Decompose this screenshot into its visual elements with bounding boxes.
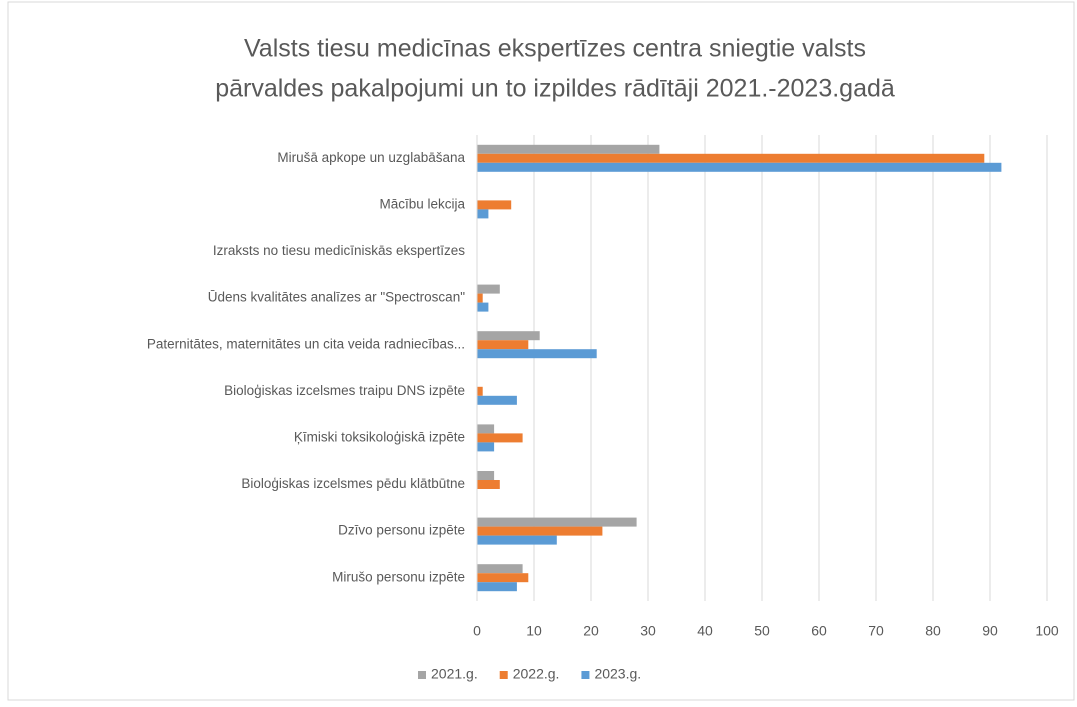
bar	[477, 386, 483, 396]
bar	[477, 200, 512, 210]
bar	[477, 471, 495, 480]
legend-label: 2021.g.	[431, 666, 478, 682]
bar	[477, 582, 517, 592]
bar	[477, 526, 603, 536]
bar	[477, 480, 500, 489]
legend-label: 2022.g.	[513, 666, 560, 682]
bar	[477, 573, 529, 583]
chart-title: pārvaldes pakalpojumi un to izpildes rād…	[215, 75, 895, 103]
bar	[477, 564, 523, 574]
bar	[477, 535, 557, 545]
x-tick-label: 60	[811, 623, 827, 639]
x-tick-label: 90	[982, 623, 998, 639]
x-tick-label: 70	[868, 623, 884, 639]
y-tick-label: Paternitātes, maternitātes un cita veida…	[147, 336, 465, 351]
x-tick-label: 80	[925, 623, 941, 639]
legend-swatch	[418, 671, 426, 679]
bar	[477, 424, 495, 434]
y-tick-label: Mācību lekcija	[379, 196, 465, 211]
bar	[477, 442, 495, 452]
x-tick-label: 0	[473, 623, 481, 639]
y-tick-label: Bioloģiskas izcelsmes traipu DNS izpēte	[224, 383, 465, 398]
bar	[477, 433, 523, 443]
y-tick-label: Dzīvo personu izpēte	[338, 523, 465, 538]
bar	[477, 302, 489, 312]
y-tick-label: Ķīmiski toksikoloģiskā izpēte	[294, 429, 465, 444]
bar	[477, 209, 489, 219]
x-tick-label: 10	[526, 623, 542, 639]
legend-swatch	[499, 671, 508, 679]
bar	[477, 284, 500, 294]
bar	[477, 162, 1002, 172]
bar	[477, 331, 540, 341]
bar	[477, 144, 660, 154]
x-tick-label: 30	[640, 623, 656, 639]
y-tick-label: Izraksts no tiesu medicīniskās ekspertīz…	[213, 243, 465, 258]
bar	[477, 349, 597, 359]
x-tick-label: 40	[697, 623, 713, 639]
bar	[477, 395, 517, 405]
legend-label: 2023.g.	[594, 666, 641, 682]
bar	[477, 153, 985, 163]
y-tick-label: Ūdens kvalitātes analīzes ar "Spectrosca…	[208, 290, 465, 305]
y-tick-label: Bioloģiskas izcelsmes pēdu klātbūtne	[241, 476, 465, 491]
bar	[477, 340, 529, 350]
x-tick-label: 20	[583, 623, 599, 639]
bar	[477, 517, 637, 527]
y-tick-label: Mirušā apkope un uzglabāšana	[277, 150, 465, 165]
x-tick-label: 50	[754, 623, 770, 639]
y-tick-label: Mirušo personu izpēte	[332, 569, 465, 584]
x-tick-label: 100	[1035, 623, 1059, 639]
bar	[477, 293, 483, 303]
chart-title: Valsts tiesu medicīnas ekspertīzes centr…	[244, 35, 866, 63]
legend-swatch	[581, 671, 590, 679]
